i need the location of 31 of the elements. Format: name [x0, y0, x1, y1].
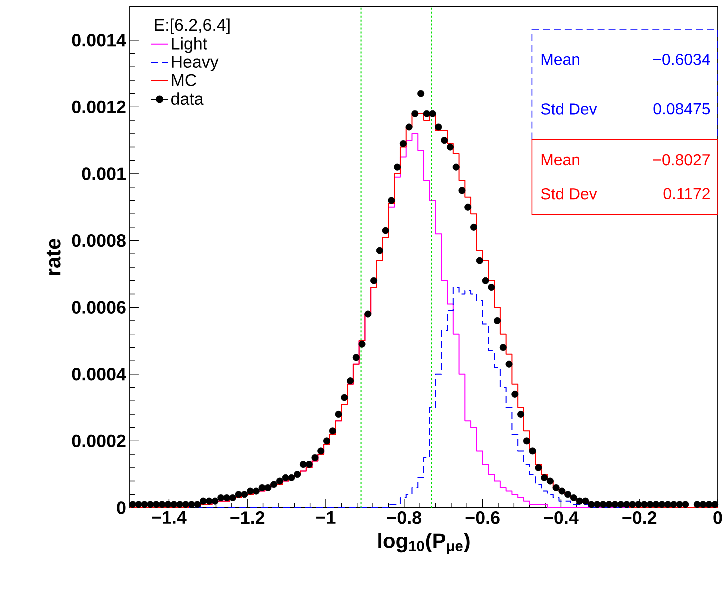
legend-label: data: [172, 92, 204, 106]
y-tick-label: 0: [117, 502, 126, 514]
annotation: −0.6034: [653, 54, 710, 66]
annotation: Mean: [542, 154, 580, 166]
x-tick-label: −0.4: [544, 512, 579, 524]
y-tick-label: 0.0008: [72, 234, 126, 248]
y-tick-label: 0.001: [82, 168, 126, 180]
legend-label: Light: [172, 37, 208, 54]
x-axis-title: log$_{10}$(P$_{μe}$): [378, 533, 470, 554]
legend-label: MC: [172, 74, 197, 86]
x-tick-label: −0.8: [387, 512, 422, 524]
y-tick-label: 0.0012: [72, 100, 126, 114]
legend-label: Heavy: [172, 56, 219, 72]
annotation: 0.1172: [664, 188, 710, 200]
y-tick-label: 0.0014: [72, 34, 126, 47]
annotation: −0.8027: [653, 154, 710, 166]
x-tick-label: −1.2: [230, 512, 265, 524]
legend-title: E:[6.2,6.4]: [155, 18, 230, 34]
annotation: Std Dev: [541, 103, 598, 115]
annotation: 0.08475: [654, 103, 710, 115]
x-tick-label: 0: [714, 512, 722, 524]
x-tick-label: −0.6: [466, 512, 500, 524]
y-tick-label: 0.0004: [72, 368, 126, 381]
x-tick-label: −0.2: [622, 512, 657, 524]
y-tick-label: 0.0006: [72, 301, 126, 314]
x-tick-label: −1.4: [152, 512, 187, 524]
annotation: Mean: [542, 54, 580, 66]
y-axis-title: rate: [46, 239, 61, 276]
annotation: Std Dev: [541, 188, 598, 200]
x-tick-label: −1: [316, 512, 336, 524]
y-tick-label: 0.0002: [72, 434, 126, 448]
